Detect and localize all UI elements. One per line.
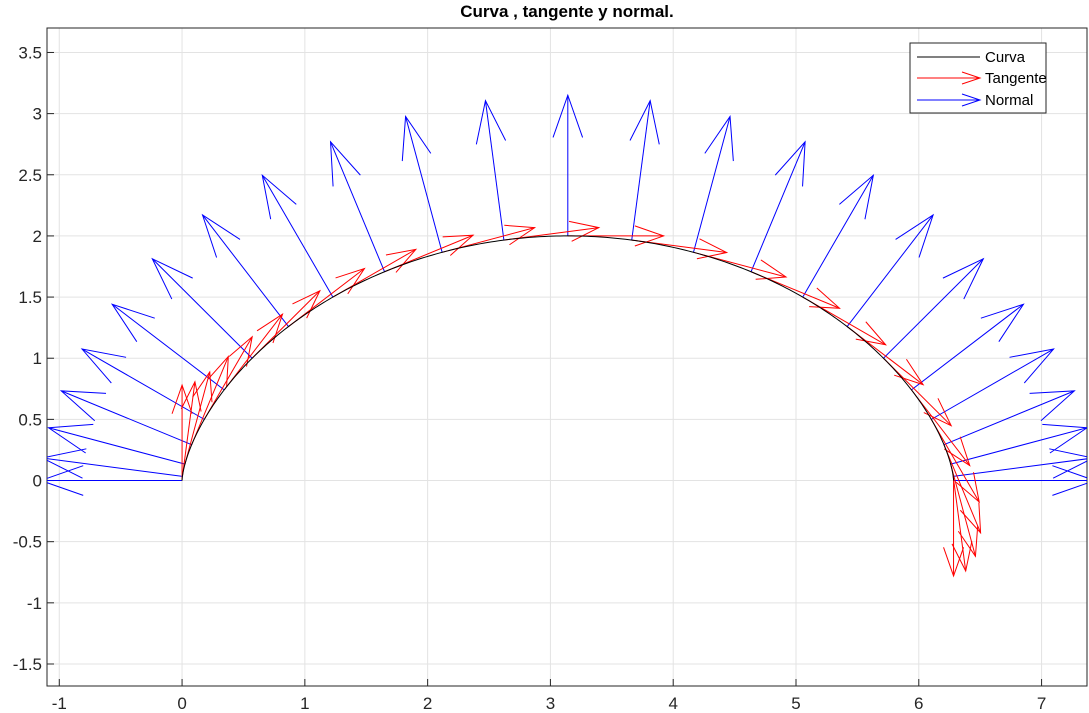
x-tick-label: 4 [668,694,677,713]
normal-arrow [110,303,225,391]
normal-arrow [950,423,1087,465]
normal-arrow [883,257,985,359]
y-tick-label: 0.5 [18,410,42,429]
y-tick-label: 1.5 [18,288,42,307]
legend-item-tangente: Tangente [917,70,1047,87]
normal-arrow [943,390,1076,446]
tangent-arrow [191,355,229,445]
legend-label-curva: Curva [985,49,1026,66]
normal-arrow [47,423,186,465]
normal-arrow [931,348,1055,420]
x-tick-label: -1 [52,694,67,713]
x-tick-label: 2 [423,694,432,713]
legend-arrowhead-normal [961,93,982,107]
normal-arrow [846,213,935,327]
tangent-arrow [184,370,213,465]
normal-arrow [750,140,806,272]
x-tick-label: 0 [177,694,186,713]
x-tick-label: 3 [546,694,555,713]
y-tick-label: -0.5 [13,533,42,552]
tangent-arrow [943,444,982,535]
tangent-arrow [951,476,973,573]
normal-arrow [629,99,660,241]
normal-arrow [47,448,183,479]
normal-arrow [59,390,192,446]
chart-title: Curva , tangente y normal. [460,2,674,21]
y-axis: -1.5 -1 -0.5 0 0.5 1 1.5 2 2.5 3 3.5 [13,43,54,674]
x-tick-label: 1 [300,694,309,713]
normal-arrow [953,448,1087,479]
tangent-arrow [930,419,980,504]
x-tick-label: 5 [791,694,800,713]
x-tick-label: 6 [914,694,923,713]
normal-arrow [329,140,386,272]
tangent-arrow [203,335,253,420]
legend-item-curva: Curva [917,49,1026,66]
normal-arrow [401,114,443,253]
normal-arrow [261,173,334,298]
y-tick-label: -1.5 [13,655,42,674]
normal-arrow [201,213,289,327]
y-tick-label: -1 [27,594,42,613]
tangent-arrow [943,480,965,578]
grid-lines [47,28,1087,686]
x-axis: -1 0 1 2 3 4 5 6 7 [52,679,1046,713]
legend-arrowhead-tangente [961,71,982,85]
curve-series [181,235,955,481]
tangent-arrows [171,220,982,578]
legend-label-normal: Normal [985,92,1033,109]
x-tick-label: 7 [1037,694,1046,713]
tangent-arrow [171,383,193,481]
y-tick-label: 0 [33,472,42,491]
curve-line [181,235,955,481]
normal-arrow [80,348,205,420]
legend-item-normal: Normal [917,92,1033,109]
y-tick-label: 3 [33,105,42,124]
normal-arrow [47,465,183,496]
legend-label-tangente: Tangente [985,70,1047,87]
normal-arrow [151,257,253,359]
normal-arrow [475,99,507,241]
normal-arrow [693,114,734,253]
normal-arrows [47,93,1087,496]
y-tick-label: 2.5 [18,166,42,185]
y-tick-label: 3.5 [18,43,42,62]
legend: Curva Tangente Normal [909,42,1047,114]
tangent-arrow [950,464,979,558]
normal-arrow [953,465,1087,496]
normal-arrow [552,93,584,236]
normal-arrow [911,303,1025,391]
tangent-arrow [180,380,202,477]
y-tick-label: 2 [33,227,42,246]
plot-area [46,27,1088,687]
tangent-arrow [441,224,537,253]
normal-arrow [802,173,875,298]
y-tick-label: 1 [33,349,42,368]
